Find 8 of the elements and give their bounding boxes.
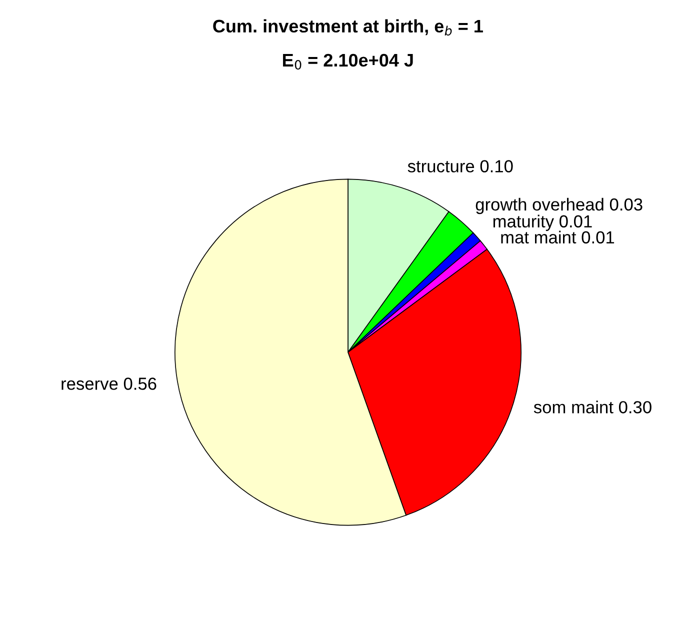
chart-title: Cum. investment at birth, e$_{b}$ = 1 (213, 19, 483, 36)
slice-label: maturity 0.01 (493, 214, 592, 231)
slice-label: reserve 0.56 (62, 378, 156, 390)
slice-label: mat maint 0.01 (501, 230, 614, 244)
chart-subtitle: E$_{0}$ = 2.10e+04 J (283, 54, 413, 70)
slice-label: growth overhead 0.03 (476, 198, 642, 214)
slice-label: structure 0.10 (408, 160, 513, 172)
slice-label: som maint 0.30 (534, 400, 652, 414)
